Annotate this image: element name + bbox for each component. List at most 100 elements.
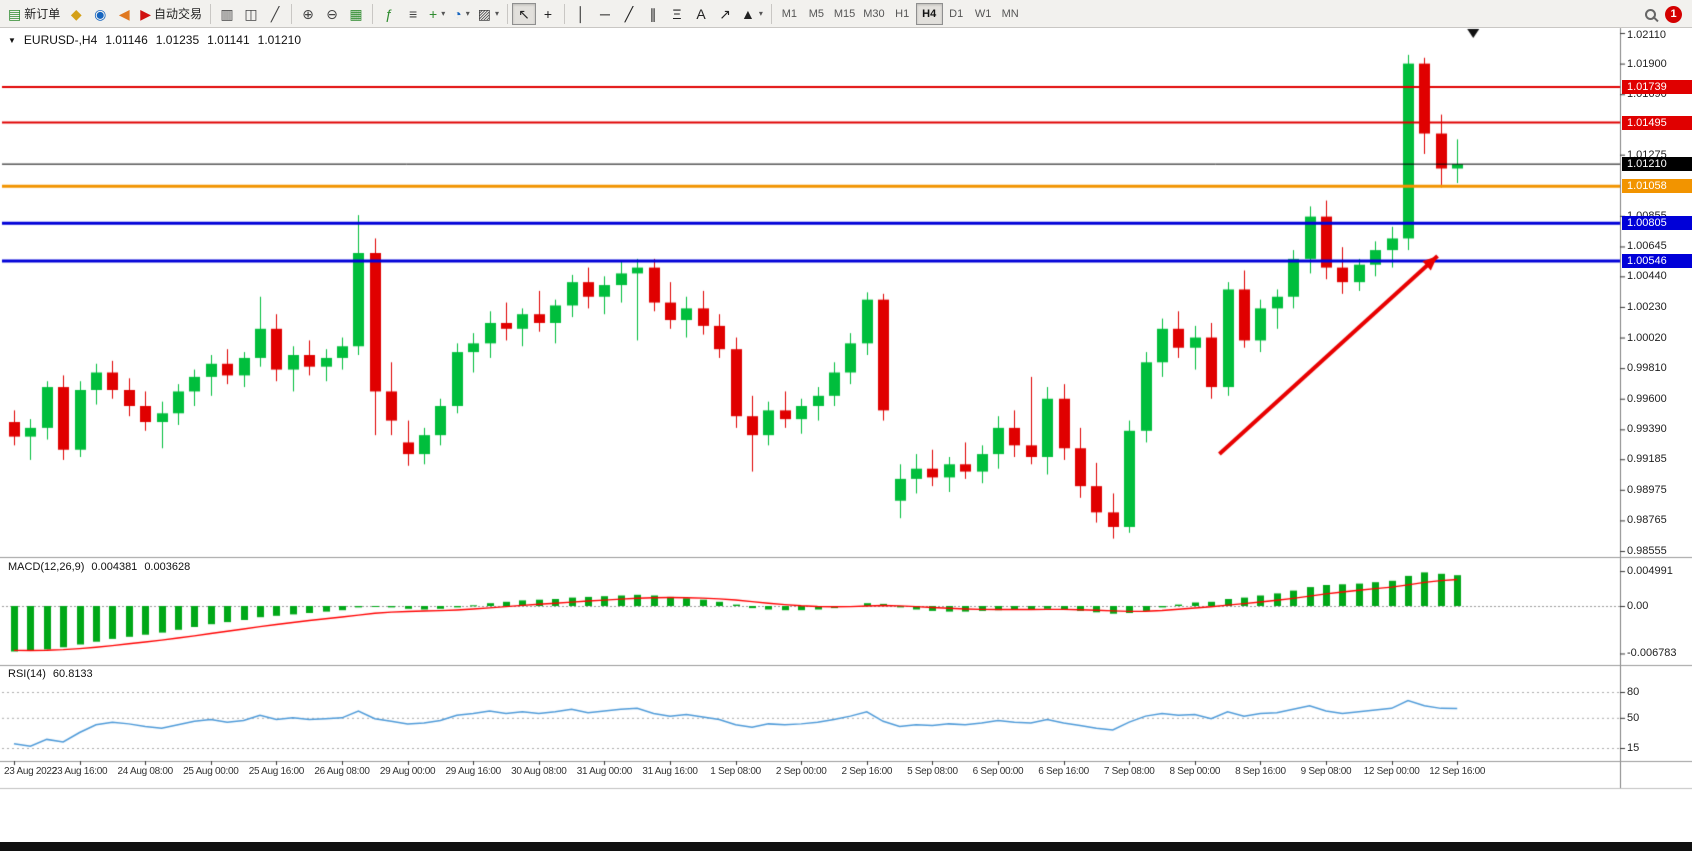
timeframe-w1-button[interactable]: W1 <box>970 3 997 25</box>
price-tick-label: 0.98765 <box>1627 514 1667 527</box>
timeframe-m5-button[interactable]: M5 <box>803 3 830 25</box>
rsi-indicator-label: RSI(14) 60.8133 <box>8 668 93 680</box>
new-order-label: 新订单 <box>24 7 61 21</box>
timeframe-h1-button[interactable]: H1 <box>889 3 916 25</box>
rsi-axis-label: 50 <box>1627 711 1640 724</box>
vertical-line-button[interactable]: │ <box>569 3 593 25</box>
periods-button[interactable]: ◔ ▾ <box>449 3 473 25</box>
line-chart-button[interactable]: ╱ <box>263 3 287 25</box>
metaeditor-icon: ◆ <box>70 5 82 22</box>
timeframe-mn-button[interactable]: MN <box>997 3 1024 25</box>
alerts-button[interactable]: ◀ <box>112 3 136 25</box>
rsi-axis-label: 15 <box>1627 742 1640 754</box>
alerts-icon: ◀ <box>118 5 130 22</box>
time-axis-label: 23 Aug 2022 <box>4 766 57 777</box>
macd-signal-value: 0.003628 <box>144 561 191 573</box>
time-axis-label: 12 Sep 00:00 <box>1363 766 1420 777</box>
time-axis-label: 2 Sep 16:00 <box>841 766 893 777</box>
rsi-name: RSI(14) <box>8 668 46 680</box>
time-axis-label: 1 Sep 08:00 <box>710 766 761 777</box>
shapes-icon: ▲ <box>740 5 755 22</box>
timeframe-m15-button[interactable]: M15 <box>830 3 859 25</box>
indicators-button[interactable]: ƒ <box>377 3 401 25</box>
toolbar-right-cluster: 1 <box>1645 0 1682 28</box>
timeframe-m1-button[interactable]: M1 <box>776 3 803 25</box>
equidistant-channel-button[interactable]: ∥ <box>641 3 665 25</box>
shapes-button[interactable]: ▲ ▾ <box>737 3 767 25</box>
rsi-value: 60.8133 <box>52 668 93 680</box>
crosshair-button[interactable]: + <box>536 3 560 25</box>
notification-badge[interactable]: 1 <box>1665 5 1682 23</box>
toolbar-separator <box>210 3 212 24</box>
time-axis-label: 2 Sep 00:00 <box>775 766 827 777</box>
templates-button[interactable]: ▨ ▾ <box>474 3 503 25</box>
macd-axis-label: 0.004991 <box>1627 565 1673 578</box>
add-indicator-button[interactable]: + ▾ <box>425 3 449 25</box>
horizontal-line-icon: ─ <box>600 5 610 22</box>
tile-windows-icon: ▦ <box>349 5 363 22</box>
periods-dropdown-icon[interactable]: ▾ <box>465 9 470 18</box>
price-tick-label: 1.02110 <box>1627 29 1666 41</box>
hline-price-badge: 1.01058 <box>1622 179 1692 193</box>
text-button[interactable]: A <box>689 3 713 25</box>
autotrading-icon: ▶ <box>140 5 152 22</box>
new-order-button[interactable]: ▤ 新订单 <box>4 3 64 25</box>
indicators-icon: ƒ <box>385 5 393 22</box>
candlestick-chart-icon: ◫ <box>244 5 258 22</box>
price-tick-label: 0.98975 <box>1627 483 1667 496</box>
time-axis-label: 24 Aug 08:00 <box>117 766 174 777</box>
price-tick-label: 0.99810 <box>1627 362 1667 375</box>
bar-chart-button[interactable]: ▥ <box>215 3 239 25</box>
autotrading-button[interactable]: ▶ 自动交易 <box>136 3 206 25</box>
time-axis-label: 7 Sep 08:00 <box>1103 766 1155 777</box>
rsi-axis-label: 80 <box>1627 686 1640 698</box>
price-tick-label: 1.00020 <box>1627 331 1667 344</box>
indicator-windows-button[interactable]: ≡ <box>401 3 425 25</box>
timeframe-d1-button[interactable]: D1 <box>943 3 970 25</box>
fibonacci-button[interactable]: Ξ <box>665 3 689 25</box>
zoom-out-button[interactable]: ⊖ <box>320 3 344 25</box>
arrows-button[interactable]: ↗ <box>713 3 737 25</box>
current-price-badge: 1.01210 <box>1622 157 1692 171</box>
ohlc-open-value: 1.01146 <box>105 33 148 47</box>
price-tick-label: 0.98555 <box>1627 545 1667 557</box>
hline-price-badge: 1.00805 <box>1622 216 1692 230</box>
time-axis-label: 25 Aug 00:00 <box>183 766 239 777</box>
profiles-button[interactable]: ◉ <box>88 3 112 25</box>
time-axis-label: 29 Aug 00:00 <box>379 766 436 777</box>
periods-icon: ◔ <box>453 5 462 22</box>
horizontal-line-button[interactable]: ─ <box>593 3 617 25</box>
time-axis-label: 26 Aug 08:00 <box>314 766 370 777</box>
autotrading-label: 自动交易 <box>154 7 203 21</box>
search-icon[interactable] <box>1645 8 1656 20</box>
zoom-in-button[interactable]: ⊕ <box>296 3 320 25</box>
shapes-dropdown-icon[interactable]: ▾ <box>758 9 763 18</box>
equidistant-channel-icon: ∥ <box>649 5 657 22</box>
line-chart-icon: ╱ <box>270 5 280 22</box>
time-axis-label: 6 Sep 00:00 <box>972 766 1024 777</box>
timeframe-m30-button[interactable]: M30 <box>859 3 888 25</box>
trendline-icon: ╱ <box>624 5 634 22</box>
cursor-button[interactable]: ↖ <box>511 2 536 25</box>
time-axis-label: 25 Aug 16:00 <box>248 766 305 777</box>
toolbar: ▤ 新订单 ◆ ◉ ◀ ▶ 自动交易 ▥ ◫ ╱ ⊕ ⊖ ▦ ƒ ≡ + ▾ ◔ ▾ ▨ ▾ ↖ + │ ─ ╱ ∥ Ξ A ↗ ▲ ▾ M1 M… <box>0 0 1692 28</box>
toolbar-separator <box>563 3 565 24</box>
templates-dropdown-icon[interactable]: ▾ <box>494 9 499 18</box>
indicator-windows-icon: ≡ <box>408 5 418 22</box>
trendline-button[interactable]: ╱ <box>617 3 641 25</box>
tile-windows-button[interactable]: ▦ <box>344 3 368 25</box>
toolbar-separator <box>291 3 293 24</box>
macd-axis-label: -0.006783 <box>1627 647 1677 660</box>
collapse-triangle-icon[interactable]: ▼ <box>8 35 16 45</box>
add-indicator-dropdown-icon[interactable]: ▾ <box>441 9 446 18</box>
hline-price-badge: 1.00546 <box>1622 254 1692 268</box>
candlestick-chart-button[interactable]: ◫ <box>239 3 263 25</box>
toolbar-separator <box>770 3 772 24</box>
timeframe-h4-button[interactable]: H4 <box>915 2 943 25</box>
time-axis-label: 23 Aug 16:00 <box>51 766 108 777</box>
metaeditor-button[interactable]: ◆ <box>64 3 88 25</box>
hline-price-badge: 1.01495 <box>1622 116 1692 130</box>
text-icon: A <box>696 5 706 22</box>
